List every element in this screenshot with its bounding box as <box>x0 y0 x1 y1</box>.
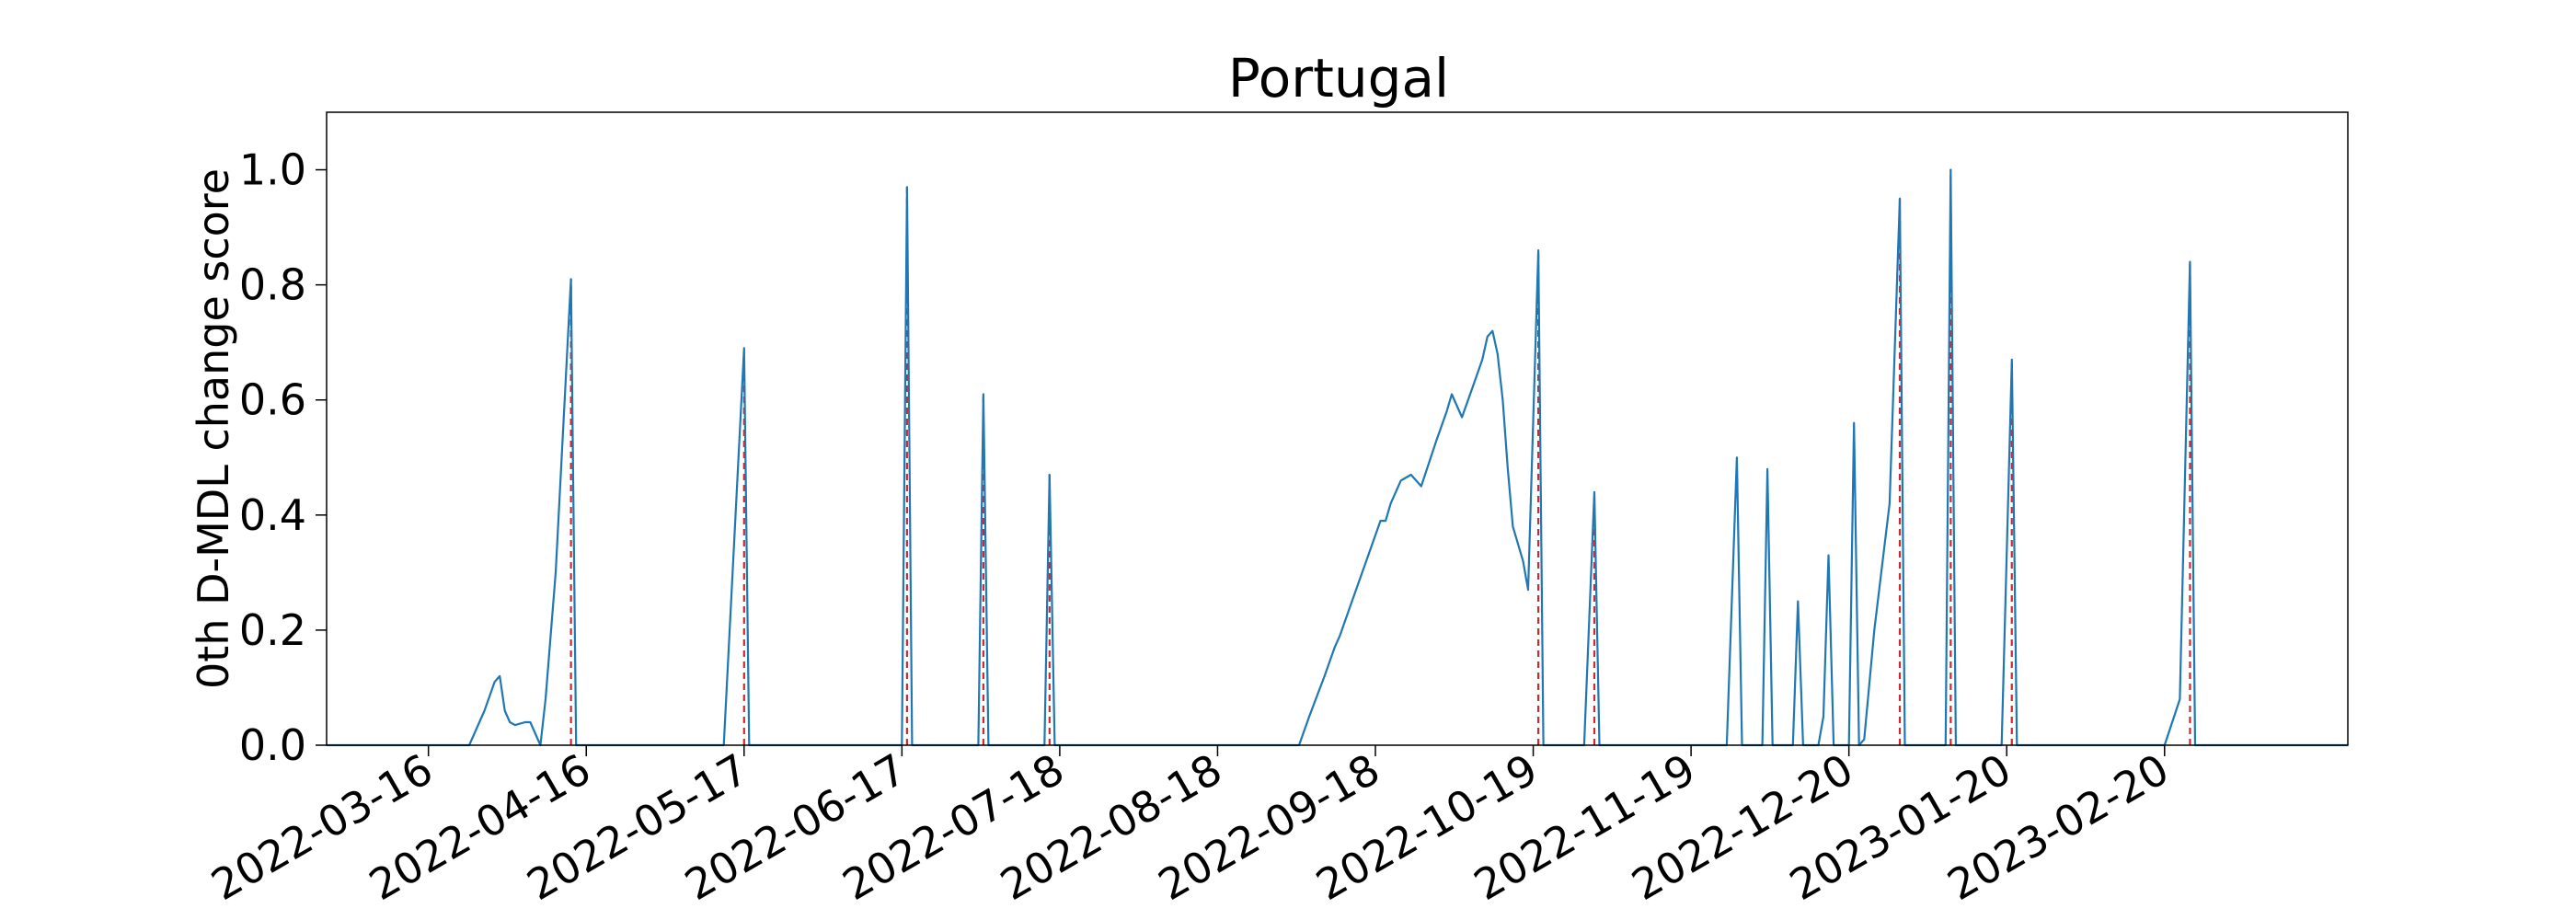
y-tick-label: 0.0 <box>239 720 306 770</box>
y-axis-title: 0th D-MDL change score <box>189 168 238 689</box>
y-tick-label: 1.0 <box>239 145 306 195</box>
y-tick-label: 0.8 <box>239 260 306 310</box>
x-axis: 2022-03-162022-04-162022-05-172022-06-17… <box>203 744 2178 910</box>
y-tick-label: 0.2 <box>239 605 306 655</box>
plot-frame <box>326 111 2349 746</box>
y-tick-label: 0.6 <box>239 375 306 425</box>
series-line <box>327 168 2348 747</box>
y-tick-label: 0.4 <box>239 490 306 540</box>
y-axis: 0.0 0.2 0.4 0.6 0.8 1.0 <box>239 145 327 770</box>
chart-title: Portugal <box>1228 47 1449 109</box>
plot-area <box>327 168 2348 747</box>
